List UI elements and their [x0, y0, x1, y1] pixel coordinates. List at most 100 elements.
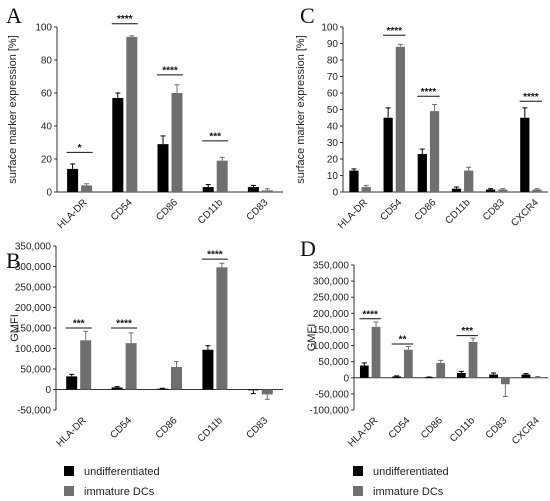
- legend-label-undifferentiated: undifferentiated: [373, 466, 449, 478]
- bar-b-hla-dr-s1: [66, 376, 78, 390]
- bar-d-cd54-s1: [392, 376, 401, 378]
- chart-panel-a: 0 20 40 60 80 100 surface marker expression [%…: [7, 14, 283, 231]
- x-tick-label-b-cd83: CD83: [245, 415, 271, 441]
- x-tick-label-c-cd83: CD83: [481, 197, 507, 223]
- bar-b-cd86-s2: [171, 366, 182, 390]
- x-tick-label-a-cd54: CD54: [109, 197, 135, 223]
- bar-c-cd86-s1: [417, 154, 427, 192]
- y-tick-label-b: 150,000: [15, 324, 52, 335]
- x-tick-label-d-cxcr4: CXCR4: [510, 415, 542, 447]
- y-tick-label-a: 80: [41, 56, 53, 67]
- bar-a-cd11b-s1: [202, 187, 214, 192]
- x-tick-label-d-hla-dr: HLA-DR: [346, 415, 380, 449]
- bar-b-cd54-s2: [125, 343, 137, 390]
- y-tick-label-d: 300,000: [313, 277, 350, 288]
- y-axis-label-a: surface marker expression [%]: [7, 35, 19, 184]
- y-tick-label-c: 80: [327, 56, 339, 67]
- significance-label-a-cd86: ****: [162, 65, 178, 76]
- x-tick-label-a-hla-dr: HLA-DR: [56, 197, 90, 231]
- bar-d-cd86-s2: [436, 362, 446, 378]
- y-tick-label-b: 50,000: [20, 365, 51, 376]
- y-tick-label-d: 150,000: [313, 325, 350, 336]
- bar-b-cd11b-s1: [202, 349, 214, 390]
- y-tick-label-d: 200,000: [313, 309, 350, 320]
- bar-a-cd86-s2: [171, 93, 183, 192]
- x-tick-label-d-cd54: CD54: [387, 415, 413, 441]
- bar-a-cd83-s2: [261, 190, 273, 192]
- y-tick-label-b: 300,000: [15, 262, 52, 273]
- legend-label-undifferentiated: undifferentiated: [84, 466, 160, 478]
- y-tick-label-d: -100,000: [310, 406, 350, 417]
- bar-a-cd54-s1: [112, 97, 124, 192]
- bar-d-cd83-s2: [501, 377, 510, 385]
- significance-label-b-cd54: ****: [116, 319, 132, 330]
- bar-b-cd83-s1: [247, 389, 259, 391]
- x-tick-label-c-cd54: CD54: [378, 197, 404, 223]
- significance-label-a-hla-dr: *: [78, 143, 82, 154]
- bar-d-hla-dr-s1: [359, 365, 369, 378]
- y-tick-label-c: 40: [327, 122, 339, 133]
- y-tick-label-b: 200,000: [15, 303, 52, 314]
- y-tick-label-c: 0: [332, 188, 338, 199]
- bar-b-cd83-s2: [261, 389, 273, 395]
- bar-a-cd54-s2: [126, 36, 138, 193]
- y-tick-label-a: 20: [41, 155, 53, 166]
- bar-a-hla-dr-s1: [67, 168, 79, 192]
- legend-swatch-undifferentiated: [64, 466, 74, 476]
- y-tick-label-c: 90: [327, 39, 339, 50]
- legend-label-immature-dcs: immature DCs: [84, 486, 155, 498]
- y-tick-label-d: 350,000: [313, 261, 350, 272]
- y-tick-label-a: 0: [46, 188, 52, 199]
- y-axis-label-b: GMFI: [9, 314, 21, 342]
- x-tick-label-d-cd83: CD83: [484, 415, 510, 441]
- panel-letter-c: C: [300, 3, 315, 28]
- legend-label-immature-dcs: immature DCs: [373, 486, 444, 498]
- x-tick-label-b-cd54: CD54: [108, 415, 134, 441]
- bar-d-cd54-s2: [404, 349, 413, 378]
- x-tick-label-a-cd86: CD86: [154, 197, 180, 223]
- bar-c-cxcr4-s1: [520, 117, 530, 192]
- x-tick-label-b-cd11b: CD11b: [196, 415, 226, 445]
- significance-label-d-cd54: **: [399, 334, 407, 345]
- chart-panel-c: 0 10 20 30 40 50 60 70 80 90 100 surface marker exp…: [295, 23, 548, 231]
- x-tick-label-c-hla-dr: HLA-DR: [336, 197, 370, 231]
- y-tick-label-a: 40: [41, 122, 53, 133]
- bar-c-cxcr4-s2: [532, 189, 542, 192]
- bar-d-cd83-s1: [489, 374, 498, 378]
- bar-b-hla-dr-s2: [80, 340, 92, 390]
- panel-letter-d: D: [300, 236, 316, 261]
- y-tick-label-c: 70: [327, 72, 339, 83]
- bar-c-cd86-s2: [429, 111, 440, 192]
- y-tick-label-c: 50: [327, 105, 339, 116]
- legend-swatch-immature-dcs: [353, 486, 363, 496]
- significance-label-b-hla-dr: ***: [73, 319, 85, 330]
- y-tick-label-d: 50,000: [318, 357, 349, 368]
- bar-d-hla-dr-s2: [371, 326, 381, 378]
- legend-swatch-immature-dcs: [64, 486, 74, 496]
- significance-label-b-cd11b: ****: [207, 250, 223, 261]
- x-tick-label-d-cd86: CD86: [419, 415, 445, 441]
- y-tick-label-c: 20: [327, 155, 339, 166]
- y-tick-label-b: 250,000: [15, 283, 52, 294]
- bar-c-cd54-s1: [383, 117, 393, 192]
- x-tick-label-b-hla-dr: HLA-DR: [55, 415, 89, 449]
- bar-d-cd11b-s1: [456, 372, 466, 378]
- bar-c-cd83-s2: [498, 189, 508, 192]
- x-tick-label-c-cxcr4: CXCR4: [509, 197, 541, 229]
- x-tick-label-d-cd11b: CD11b: [448, 415, 478, 445]
- y-tick-label-b: 350,000: [15, 242, 52, 253]
- bar-c-cd83-s1: [486, 189, 496, 192]
- bar-b-cd54-s1: [111, 387, 123, 390]
- panel-letter-b: B: [6, 248, 21, 273]
- chart-panel-b: -50,000 0 50,000 100,000 150,000 200,000 250,0…: [9, 242, 283, 449]
- y-axis-label-c: surface marker expression [%]: [295, 35, 307, 184]
- y-axis-label-d: GMFI: [306, 324, 318, 352]
- y-tick-label-d: 0: [343, 373, 349, 384]
- bar-d-cd11b-s2: [468, 342, 478, 378]
- significance-label-c-cd54: ****: [386, 26, 402, 37]
- y-tick-label-d: 250,000: [313, 293, 350, 304]
- legend-swatch-undifferentiated: [353, 466, 363, 476]
- y-tick-label-a: 100: [35, 23, 52, 34]
- bar-d-cxcr4-s1: [521, 374, 531, 378]
